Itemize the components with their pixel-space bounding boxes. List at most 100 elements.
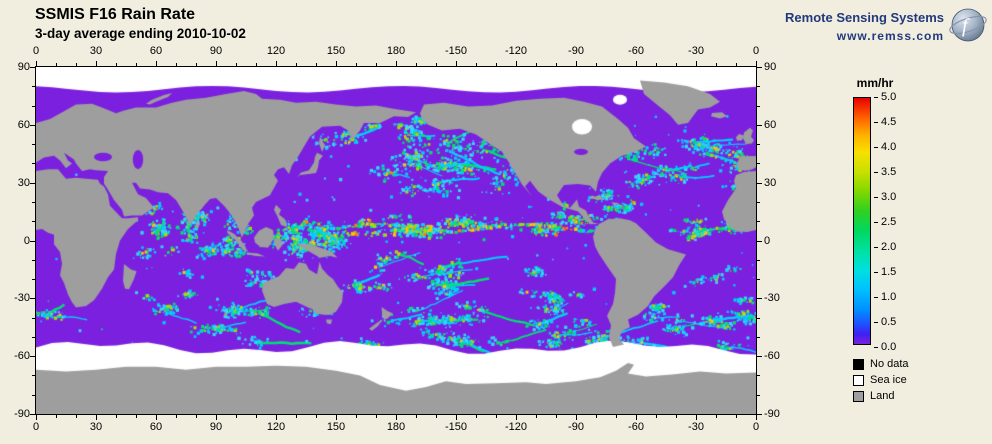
lat-tick-right [757, 336, 760, 338]
lon-tick-top [256, 63, 257, 66]
lat-tick-left [32, 394, 35, 396]
lon-tick-bottom [496, 415, 497, 418]
legend-item: No data [853, 356, 909, 372]
lat-tick-right [757, 317, 760, 319]
lon-tick-bottom [256, 415, 257, 418]
lat-tick-left [32, 317, 35, 319]
branding-url[interactable]: www.remss.com [836, 29, 944, 43]
colorbar-tick-label: 0.0 [881, 341, 897, 353]
lon-tick-bottom [296, 415, 297, 418]
lat-tick-left [32, 163, 35, 165]
lon-tick-bottom [636, 415, 637, 420]
lon-tick-bottom [476, 415, 477, 418]
legend-swatch [853, 374, 864, 386]
lon-tick-top [436, 63, 437, 66]
lat-label-right: 30 [764, 176, 777, 189]
lat-tick-right [757, 375, 760, 377]
lon-label-top: 180 [386, 45, 406, 57]
lon-label-top: 150 [326, 45, 346, 57]
lon-tick-top [456, 61, 457, 66]
lat-label-left: 30 [17, 176, 30, 189]
colorbar-tick [874, 222, 878, 223]
colorbar-tick-label: 2.5 [881, 216, 897, 228]
lat-tick-left [32, 259, 35, 261]
colorbar-tick-label: 1.0 [881, 291, 897, 303]
svg-text:f: f [962, 15, 970, 37]
lon-label-top: 0 [32, 45, 40, 57]
lat-tick-left [30, 182, 35, 184]
colorbar-units: mm/hr [856, 76, 894, 90]
lon-label-top: -150 [444, 45, 468, 57]
lat-tick-right [757, 394, 760, 396]
lon-label-bottom: 30 [89, 421, 103, 433]
lat-label-left: 0 [23, 234, 30, 247]
lat-label-left: 60 [17, 118, 30, 131]
lon-label-top: -120 [504, 45, 528, 57]
lat-tick-right [757, 240, 762, 242]
lon-label-top: 60 [149, 45, 163, 57]
lon-label-bottom: 60 [149, 421, 163, 433]
colorbar-tick-label: 5.0 [881, 91, 897, 103]
lat-label-left: -30 [14, 292, 30, 305]
colorbar-tick [874, 297, 878, 298]
lat-tick-left [32, 105, 35, 107]
lon-label-bottom: 0 [752, 421, 760, 433]
lon-tick-top [216, 61, 217, 66]
lat-label-left: 90 [17, 61, 30, 73]
colorbar-tick [874, 197, 878, 198]
lon-label-bottom: 150 [326, 421, 346, 433]
lon-tick-top [756, 61, 757, 66]
lon-tick-top [356, 63, 357, 66]
colorbar-tick-label: 2.0 [881, 241, 897, 253]
legend-label: No data [870, 358, 909, 370]
lon-tick-top [296, 63, 297, 66]
lat-tick-left [32, 144, 35, 146]
lon-tick-top [416, 63, 417, 66]
lat-tick-left [32, 279, 35, 281]
lon-label-top: 0 [752, 45, 760, 57]
colorbar-tick-label: 3.5 [881, 166, 897, 178]
colorbar-tick-label: 3.0 [881, 191, 897, 203]
lon-tick-top [476, 63, 477, 66]
lat-tick-right [757, 279, 760, 281]
lon-tick-top [516, 61, 517, 66]
lat-tick-left [32, 201, 35, 203]
lon-tick-bottom [736, 415, 737, 418]
lon-tick-bottom [616, 415, 617, 418]
legend-item: Land [853, 388, 909, 404]
branding: Remote Sensing Systems www.remss.com [785, 10, 944, 43]
lat-tick-left [30, 298, 35, 300]
lon-tick-top [576, 61, 577, 66]
lon-label-bottom: -30 [688, 421, 704, 433]
lon-tick-top [656, 63, 657, 66]
lon-tick-top [616, 63, 617, 66]
lon-tick-bottom [216, 415, 217, 420]
legend-label: Land [870, 390, 895, 402]
lon-tick-top [396, 61, 397, 66]
lon-tick-bottom [436, 415, 437, 418]
lon-label-top: -90 [568, 45, 584, 57]
lat-tick-left [32, 86, 35, 88]
colorbar-tick [874, 247, 878, 248]
lon-label-top: 30 [89, 45, 103, 57]
lon-tick-top [556, 63, 557, 66]
colorbar-tick [874, 97, 878, 98]
lon-tick-bottom [136, 415, 137, 418]
lon-tick-bottom [456, 415, 457, 420]
colorbar-tick [874, 147, 878, 148]
lon-tick-top [76, 63, 77, 66]
page-subtitle: 3-day average ending 2010-10-02 [35, 26, 246, 41]
colorbar-tick [874, 172, 878, 173]
lon-label-bottom: 0 [32, 421, 40, 433]
lon-tick-bottom [576, 415, 577, 420]
lon-tick-bottom [716, 415, 717, 418]
lat-label-right: 0 [764, 234, 771, 247]
lon-tick-top [116, 63, 117, 66]
lon-tick-bottom [316, 415, 317, 418]
colorbar-tick-label: 0.5 [881, 316, 897, 328]
lat-tick-left [30, 414, 35, 415]
lon-tick-top [596, 63, 597, 66]
legend-swatch [853, 390, 864, 402]
colorbar [853, 97, 871, 345]
lat-label-right: -90 [764, 408, 780, 420]
